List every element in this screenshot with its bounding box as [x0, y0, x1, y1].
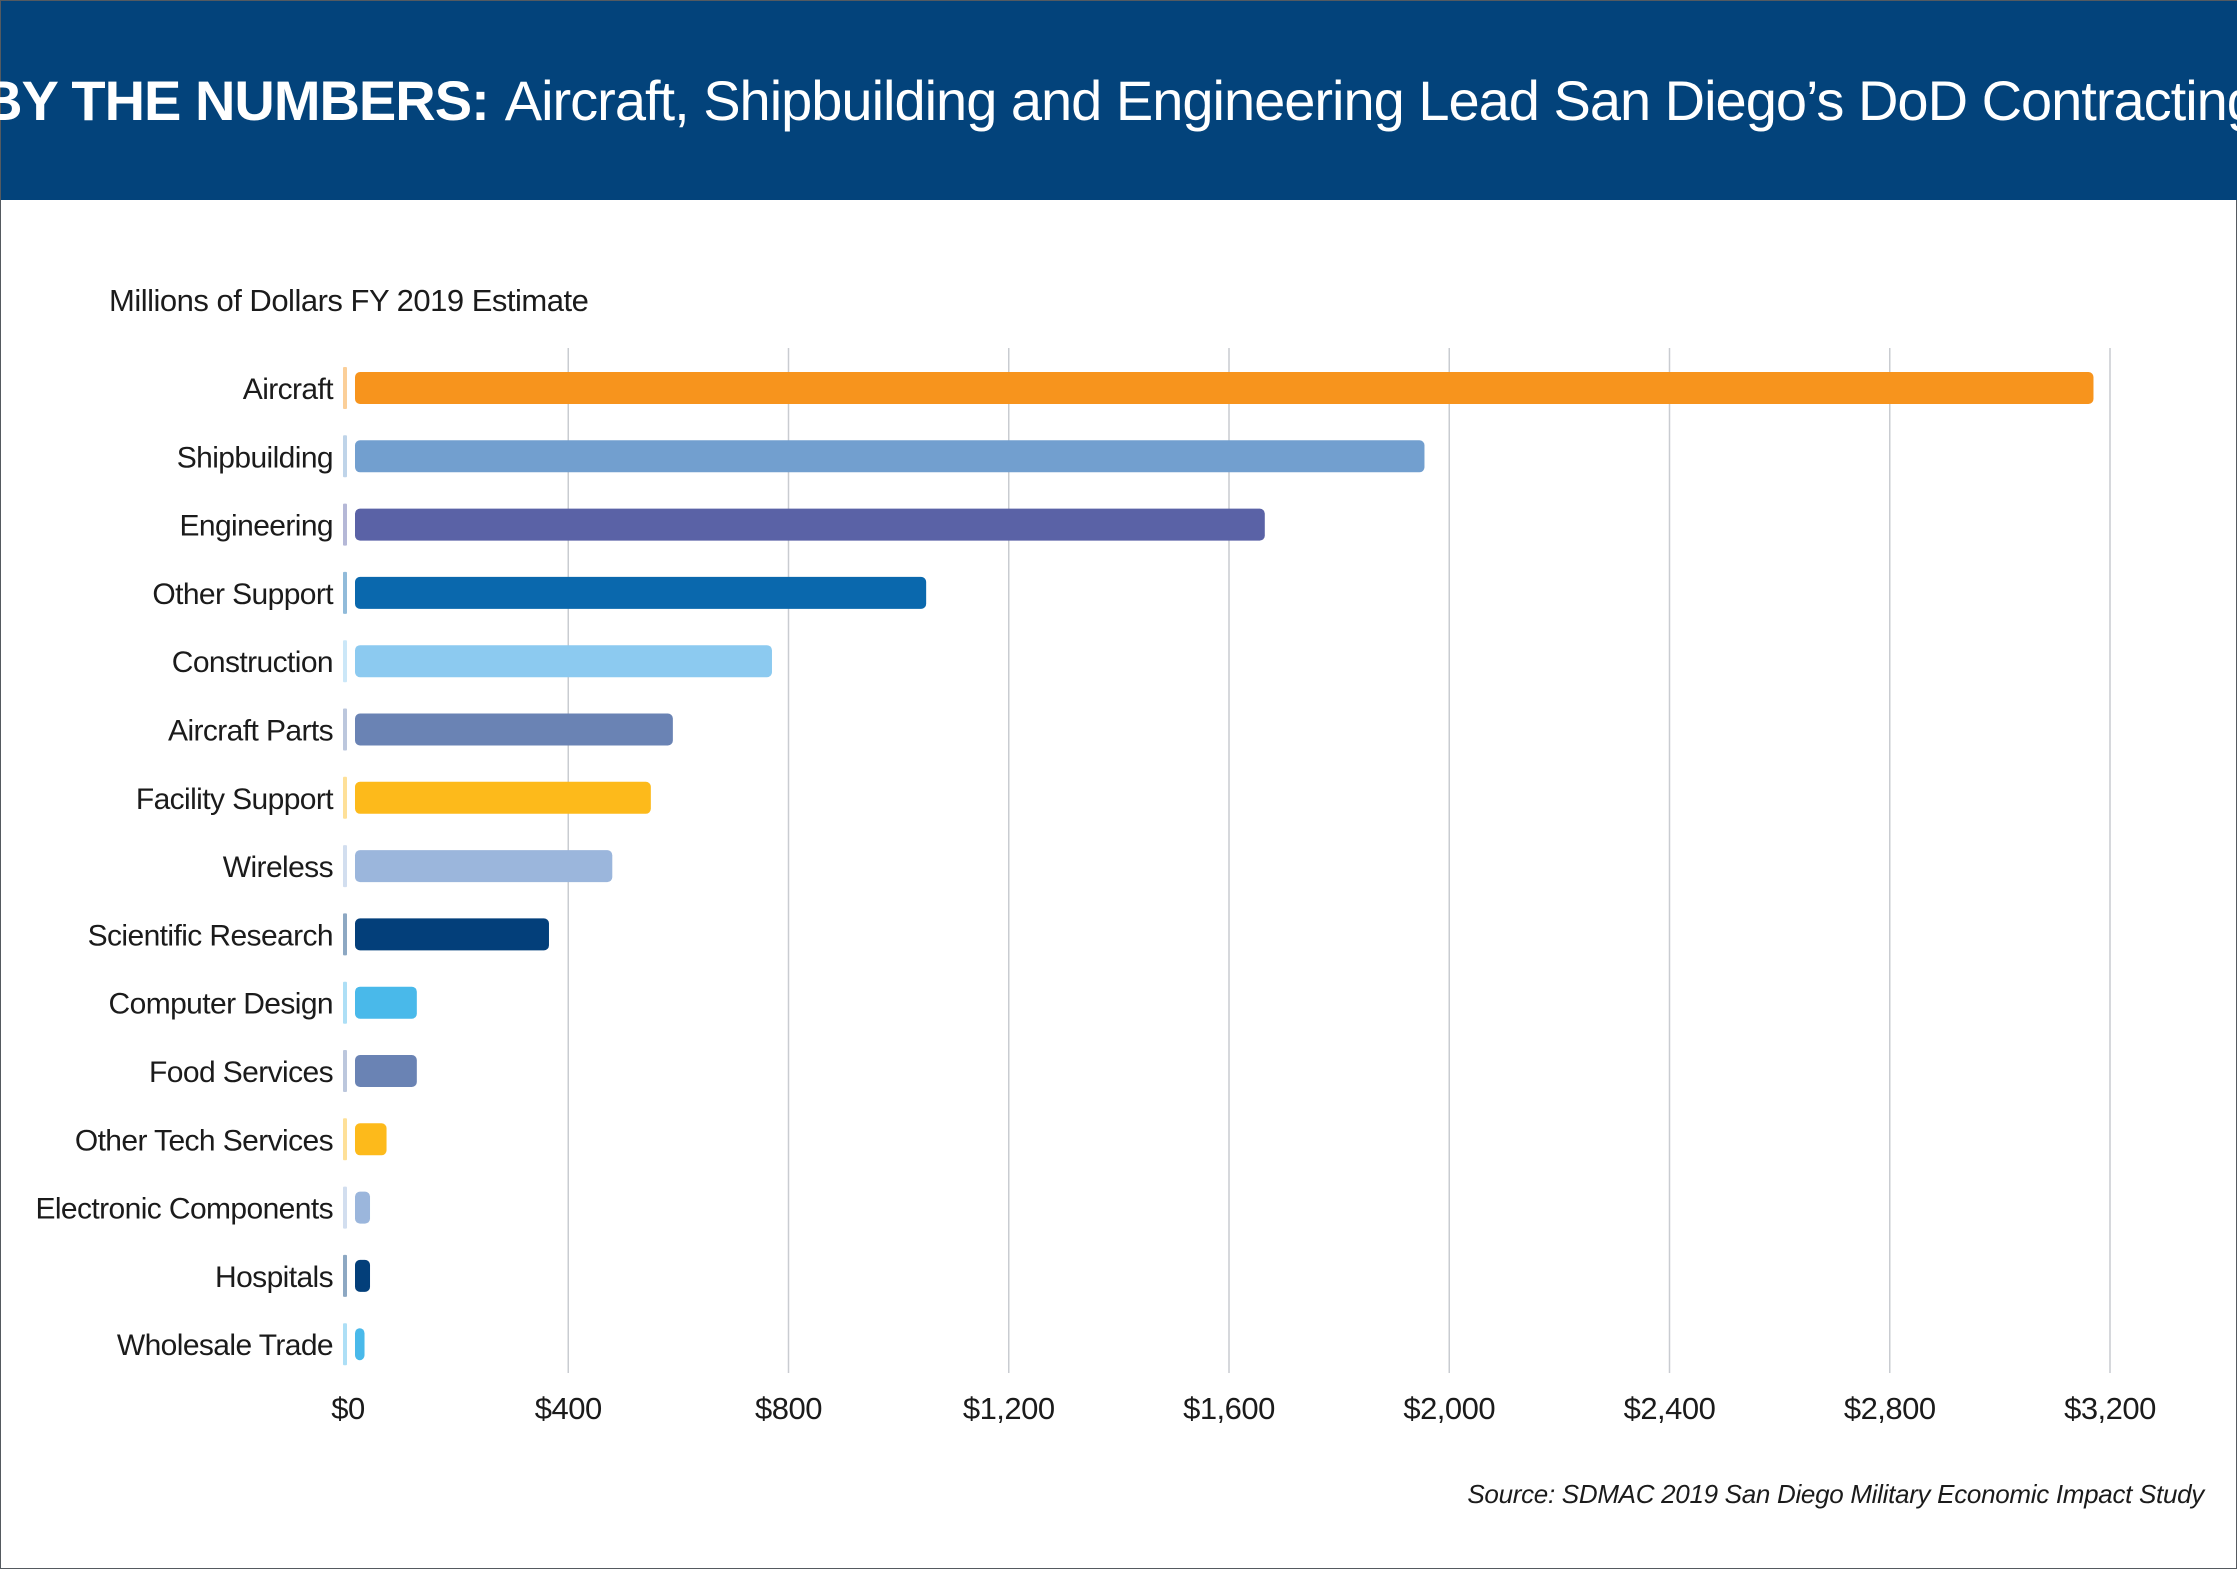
axis-marker	[343, 1186, 347, 1229]
axis-marker	[343, 1323, 347, 1366]
bar	[355, 1123, 387, 1156]
category-label: Aircraft	[243, 373, 334, 406]
title-lead: BY THE NUMBERS:	[0, 69, 490, 132]
axis-marker	[343, 776, 347, 819]
category-label: Construction	[172, 646, 333, 679]
bar	[355, 508, 1265, 541]
axis-marker	[343, 571, 347, 614]
bar	[355, 1259, 371, 1292]
category-label: Wireless	[223, 851, 333, 884]
axis-marker	[343, 503, 347, 546]
category-label: Engineering	[179, 510, 333, 543]
source-note: Source: SDMAC 2019 San Diego Military Ec…	[1467, 1479, 2204, 1509]
category-label: Other Tech Services	[75, 1124, 333, 1157]
bar	[355, 781, 651, 814]
axis-marker	[343, 640, 347, 683]
bar	[355, 713, 673, 746]
category-label: Food Services	[149, 1056, 333, 1089]
category-label: Electronic Components	[35, 1193, 333, 1226]
x-tick-label: $2,800	[1844, 1391, 1936, 1426]
x-tick-label: $0	[331, 1391, 365, 1426]
axis-marker	[343, 435, 347, 478]
bar	[355, 372, 2094, 404]
axis-marker	[343, 913, 347, 956]
axis-marker	[343, 1050, 347, 1092]
axis-marker	[343, 708, 347, 751]
category-label: Hospitals	[215, 1261, 333, 1294]
bar	[355, 645, 772, 678]
bar	[355, 1055, 417, 1087]
category-label: Wholesale Trade	[117, 1329, 333, 1362]
chart-subtitle: Millions of Dollars FY 2019 Estimate	[109, 283, 589, 318]
bar	[355, 986, 417, 1019]
axis-marker	[343, 1254, 347, 1297]
x-tick-label: $2,400	[1624, 1391, 1716, 1426]
category-label: Facility Support	[136, 783, 334, 816]
x-tick-label: $1,200	[963, 1391, 1055, 1426]
x-tick-label: $2,000	[1403, 1391, 1495, 1426]
x-tick-label: $1,600	[1183, 1391, 1275, 1426]
bar	[355, 918, 549, 951]
x-tick-label: $800	[755, 1391, 822, 1426]
category-label: Aircraft Parts	[168, 715, 333, 748]
bar	[355, 440, 1425, 473]
title-rest: Aircraft, Shipbuilding and Engineering L…	[504, 69, 2237, 132]
category-label: Scientific Research	[88, 919, 333, 952]
axis-marker	[343, 845, 347, 888]
axis-marker	[343, 1118, 347, 1161]
title-banner: BY THE NUMBERS: Aircraft, Shipbuilding a…	[0, 1, 2237, 200]
category-label: Computer Design	[109, 988, 333, 1021]
category-label: Shipbuilding	[177, 441, 333, 474]
x-tick-label: $3,200	[2064, 1391, 2156, 1426]
x-tick-label: $400	[535, 1391, 602, 1426]
axis-marker	[343, 367, 347, 409]
bar	[355, 1328, 365, 1361]
bar	[355, 576, 927, 609]
axis-marker	[343, 981, 347, 1024]
bar	[355, 850, 613, 883]
bar	[355, 1191, 371, 1224]
category-label: Other Support	[152, 578, 334, 611]
